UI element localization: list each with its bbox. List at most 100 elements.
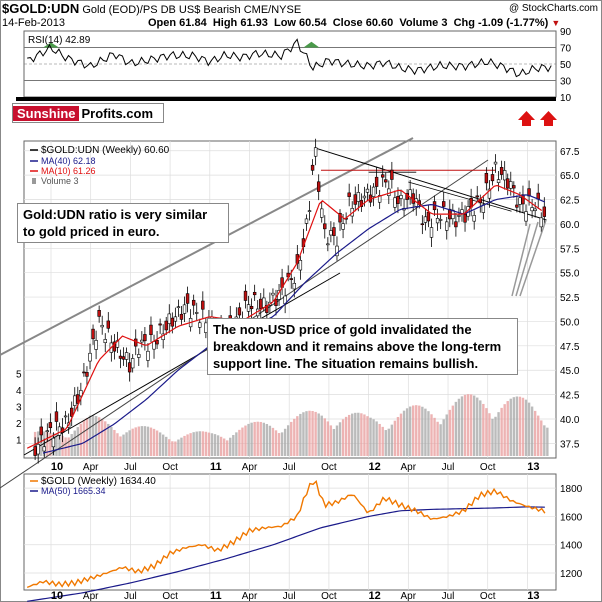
candle-body [158,323,162,326]
price-x-tick-label: Apr [242,462,258,473]
volume-bar [180,437,183,456]
price-tick-label: 67.5 [560,147,580,158]
volume-tick-label: 2 [16,419,22,430]
candle-body [91,328,95,340]
volume-bar [91,415,95,456]
volume-bar [311,410,314,456]
volume-bar [393,420,397,456]
volume-bar [119,436,122,456]
candle-body [463,213,467,223]
volume-bar [436,421,439,456]
volume-bar [128,430,131,456]
candle-body [384,179,388,183]
rsi-line [27,38,552,78]
candle-body [76,394,80,404]
gold-x-tick-label: 10 [51,590,63,602]
price-tick-label: 42.5 [560,391,580,402]
candle-body [502,170,507,181]
annotation-main: The non-USD price of gold invalidated th… [207,318,518,375]
candle-body [435,218,440,224]
rsi-divider-bar [16,97,556,101]
candle-body [191,299,196,306]
candle-body [185,293,190,304]
volume-bar [158,432,162,456]
price-x-tick-label: 12 [368,461,380,473]
annotation-pointers [511,219,547,297]
volume-bar [238,429,241,456]
volume-bar [229,437,232,456]
volume-bar [55,433,58,456]
annotation-left: Gold:UDN ratio is very similar to gold p… [17,203,229,243]
candle-body [198,322,202,328]
candle-body [127,362,132,373]
volume-bar [226,440,229,456]
low-value: Low 60.54 [273,17,327,29]
candle-body [63,415,68,418]
price-xaxis: 10 Apr Jul Oct 11 Apr Jul Oct 12 Apr Jul Oct 13 [51,461,540,473]
volume-bar [381,426,384,456]
volume-bar [207,432,211,456]
open-value: Open 61.84 [148,17,207,29]
price-panel: 37.5 40.0 42.5 45.0 47.5 50.0 52.5 55.0 57.5 60.0… [0,137,580,489]
gold-line [26,480,546,589]
candle-body [390,169,394,180]
volume-bar [332,428,336,456]
candle-body [320,208,324,218]
rsi-tick-label: 90 [560,27,572,38]
volume-bar [387,428,391,456]
candle-body [393,197,397,208]
rsi-grid [24,47,556,81]
candle-body [249,306,254,310]
pointer-line [515,221,539,297]
volume-bar [421,406,424,456]
volume-bar [515,396,519,456]
candle-body [457,215,461,217]
candle-body [262,297,266,308]
candle-body [399,195,403,199]
volume-bar [466,394,470,456]
legend-swatch-volume [32,178,36,184]
volume-bar [113,429,116,456]
volume-tick-label: 1 [16,436,22,447]
volume-bar [146,426,150,456]
gold-x-tick-label: Jul [283,591,296,602]
volume-bar [155,430,159,456]
volume-bar [262,422,265,456]
pointer-line [511,223,531,297]
candle-body [353,194,357,205]
triangle-line [408,181,512,212]
volume-bar [290,421,293,456]
volume-bar [439,424,442,456]
candle-body [143,334,147,342]
volume-bar [122,434,125,456]
copyright: @ StockCharts.com [508,3,598,14]
volume-bar [537,415,540,456]
volume-bar [521,397,525,456]
candle-body [307,210,312,212]
candle-body [79,390,83,397]
gold-x-tick-label: Oct [321,591,337,602]
volume-bar [165,436,168,456]
rsi-tick-label: 10 [560,93,572,104]
legend-price: $GOLD:UDN (Weekly) 60.60 [41,145,170,156]
candle-body [201,300,205,310]
symbol: $GOLD:UDN [2,1,80,16]
candle-body [323,223,327,230]
volume-bar [540,420,543,456]
volume-bar [454,401,458,456]
volume-bar [433,417,436,456]
volume-bar [424,408,427,456]
volume-bar [247,423,250,456]
volume-bar [457,398,461,456]
volume-bar [134,427,137,456]
candle-body [246,304,251,312]
volume-tick-label: 4 [16,386,22,397]
price-tick-label: 62.5 [560,196,580,207]
candle-body [259,298,263,309]
volume-bar [323,418,326,456]
gold-x-tick-label: 12 [368,590,380,602]
volume-bar [168,439,171,456]
volume-bar [503,404,506,456]
volume-bar [442,419,445,456]
candle-body [423,216,428,223]
